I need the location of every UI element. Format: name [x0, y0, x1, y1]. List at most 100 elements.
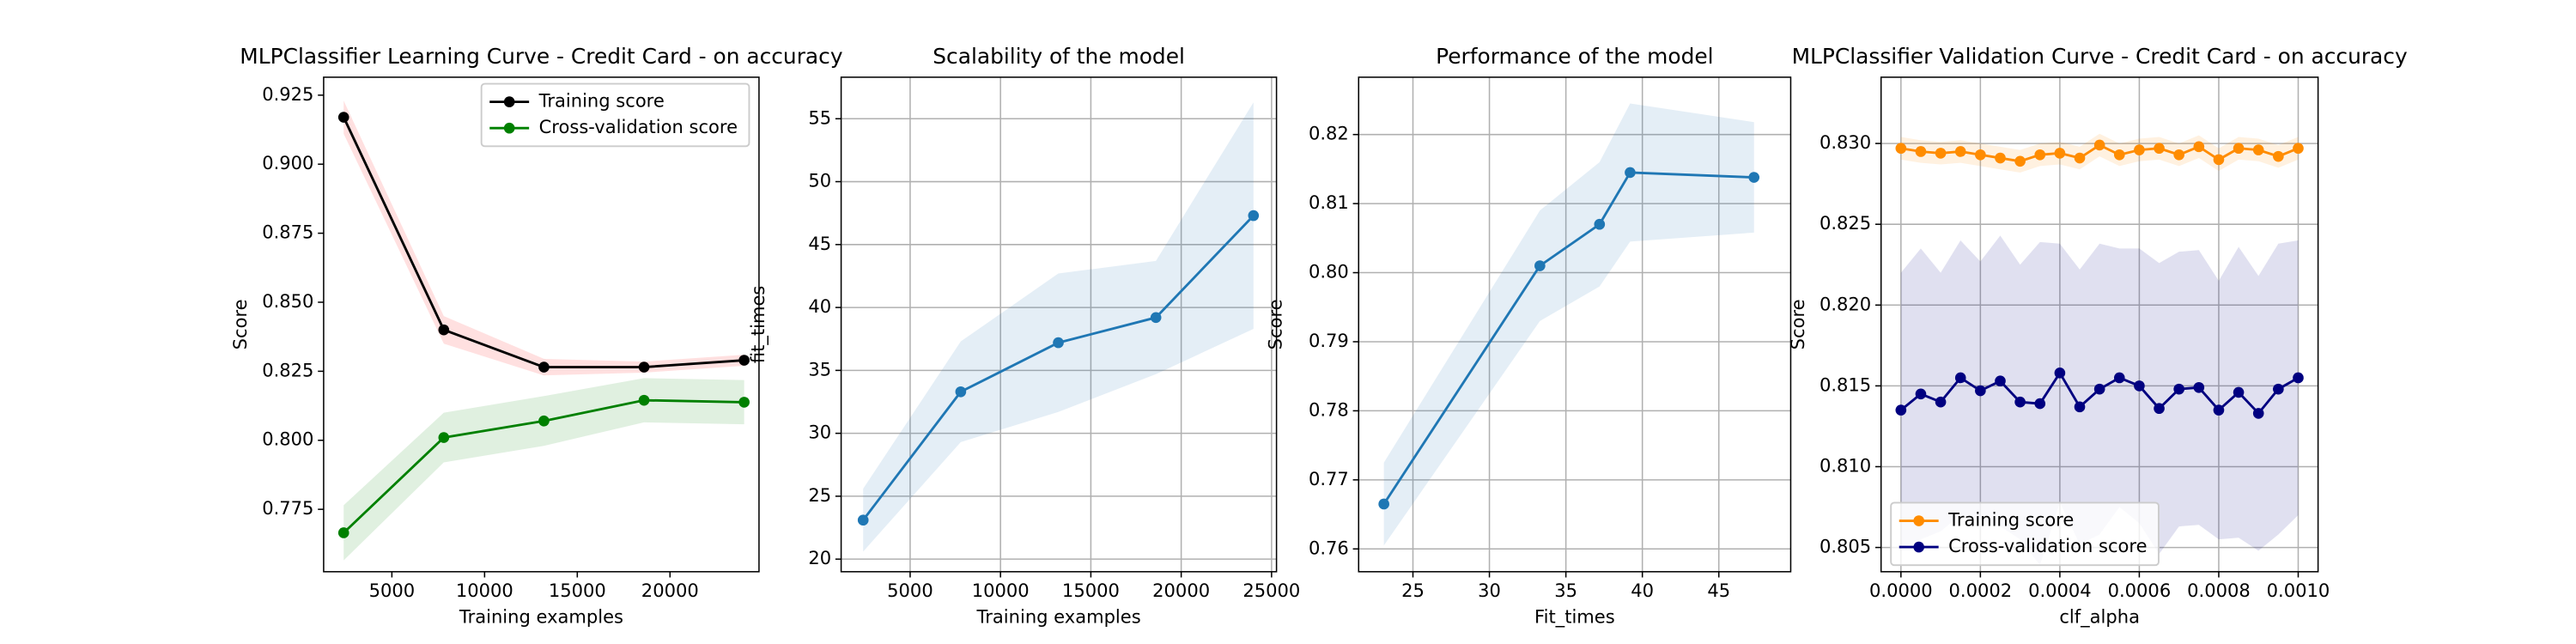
- x-axis-label: Fit_times: [1534, 605, 1615, 628]
- legend: Training score Cross-validation score: [480, 82, 750, 148]
- y-tick-label: 0.77: [1309, 468, 1349, 489]
- point: [1895, 404, 1907, 416]
- chart-title: MLPClassifier Learning Curve - Credit Ca…: [240, 44, 842, 69]
- x-tick-label: 40: [1631, 580, 1654, 601]
- legend-marker: [1913, 541, 1925, 553]
- point: [2054, 368, 2066, 379]
- legend-marker: [503, 96, 515, 107]
- point: [1915, 146, 1927, 157]
- y-tick-label: 35: [808, 358, 831, 380]
- axes-frame: [323, 76, 760, 573]
- point: [538, 415, 550, 427]
- x-tick-label: 0.0002: [1949, 580, 2013, 601]
- legend-label: Cross-validation score: [1948, 535, 2147, 556]
- y-tick-label: 0.925: [262, 83, 313, 105]
- legend-label: Cross-validation score: [539, 116, 738, 137]
- point: [2233, 143, 2245, 155]
- point: [1594, 218, 1606, 230]
- point: [738, 355, 750, 366]
- x-tick-label: 0.0006: [2108, 580, 2172, 601]
- point: [337, 527, 349, 538]
- point: [2252, 144, 2264, 155]
- point: [1915, 388, 1927, 400]
- y-tick-label: 0.830: [1820, 131, 1871, 153]
- x-axis-label: clf_alpha: [2059, 605, 2140, 628]
- x-tick-label: 5000: [369, 580, 416, 601]
- x-tick-label: 0.0010: [2267, 580, 2330, 601]
- point: [2074, 152, 2086, 164]
- subplot: 5000 10000 15000 20000 25000 20 25 30 35 40 45 50 55…: [747, 44, 1300, 627]
- subplot: 5000 10000 15000 20000 0.775 0.800 0.825 0.850 0…: [229, 44, 842, 627]
- x-tick-label: 20000: [1152, 580, 1210, 601]
- x-axis-label: Training examples: [976, 605, 1141, 627]
- subplot: 25 30 35 40 45 0.76 0.77 0.78 0.79 0.80 0.81 0.82 Pe…: [1265, 44, 1792, 628]
- point: [738, 397, 750, 408]
- y-tick-label: 0.82: [1309, 123, 1349, 144]
- point: [1975, 385, 1986, 397]
- y-tick-label: 0.810: [1820, 454, 1871, 476]
- y-axis-label: Score: [1787, 299, 1808, 349]
- point: [2233, 386, 2245, 398]
- point: [1995, 152, 2006, 164]
- y-axis-label: Score: [229, 299, 251, 349]
- y-tick-label: 0.81: [1309, 191, 1349, 213]
- point: [1935, 148, 1947, 159]
- y-tick-label: 0.825: [262, 359, 313, 380]
- y-tick-label: 0.825: [1820, 212, 1871, 234]
- point: [538, 361, 550, 373]
- point: [1150, 312, 1162, 324]
- chart-title: MLPClassifier Validation Curve - Credit …: [1792, 44, 2408, 69]
- point: [1995, 375, 2006, 387]
- point: [2293, 143, 2304, 155]
- y-tick-label: 0.76: [1309, 537, 1349, 558]
- x-tick-label: 10000: [456, 580, 513, 601]
- point: [857, 514, 869, 526]
- y-tick-label: 40: [808, 295, 831, 317]
- y-tick-label: 0.800: [262, 428, 313, 450]
- x-tick-label: 15000: [1062, 580, 1120, 601]
- point: [638, 361, 650, 373]
- axes-frame: [1880, 76, 2319, 573]
- y-tick-label: 20: [808, 547, 831, 568]
- y-tick-label: 0.775: [262, 497, 313, 519]
- axes-frame: [840, 76, 1278, 573]
- point: [2093, 383, 2105, 395]
- y-tick-label: 0.875: [262, 222, 313, 243]
- x-tick-label: 25000: [1242, 580, 1300, 601]
- legend-frame: [480, 82, 750, 148]
- point: [2273, 150, 2284, 162]
- legend: Training score Cross-validation score: [1890, 501, 2160, 567]
- point: [2014, 155, 2026, 167]
- y-tick-label: 45: [808, 233, 831, 254]
- x-tick-label: 45: [1707, 580, 1730, 601]
- point: [1534, 260, 1546, 271]
- x-tick-label: 10000: [972, 580, 1030, 601]
- point: [1625, 167, 1636, 179]
- point: [2014, 396, 2026, 408]
- y-tick-label: 55: [808, 106, 831, 128]
- x-tick-label: 35: [1554, 580, 1577, 601]
- y-tick-label: 0.805: [1820, 536, 1871, 557]
- point: [1248, 210, 1260, 222]
- point: [1975, 149, 1986, 161]
- point: [438, 432, 450, 443]
- legend-frame: [1890, 501, 2160, 567]
- point: [1895, 143, 1907, 155]
- point: [1748, 172, 1760, 183]
- point: [2213, 154, 2225, 166]
- point: [638, 394, 650, 406]
- point: [1935, 396, 1947, 408]
- point: [2113, 149, 2125, 161]
- y-tick-label: 0.79: [1309, 330, 1349, 351]
- x-tick-label: 0.0000: [1869, 580, 1933, 601]
- y-tick-label: 0.815: [1820, 374, 1871, 395]
- x-tick-label: 0.0008: [2187, 580, 2251, 601]
- y-tick-label: 0.850: [262, 290, 313, 312]
- y-tick-label: 0.78: [1309, 398, 1349, 420]
- point: [955, 386, 967, 398]
- point: [2193, 381, 2205, 393]
- point: [2054, 148, 2066, 159]
- y-tick-label: 0.80: [1309, 261, 1349, 283]
- point: [1954, 372, 1966, 384]
